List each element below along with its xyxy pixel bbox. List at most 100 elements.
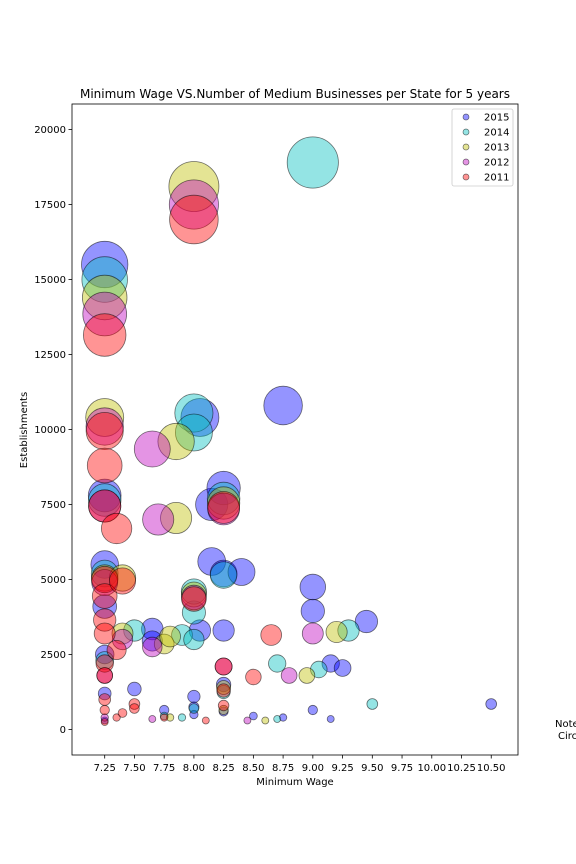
point-2014-7 <box>177 713 187 722</box>
point-2015-28 <box>300 598 325 624</box>
x-tick-label-12: 10.25 <box>447 763 476 774</box>
point-2013-1 <box>85 398 125 437</box>
point-2015-29 <box>307 704 318 716</box>
point-2011-21 <box>169 194 219 245</box>
legend-marker-2014 <box>462 128 470 136</box>
point-2014-13 <box>188 703 200 714</box>
point-2015-27 <box>299 573 327 601</box>
point-2011-14 <box>106 640 127 661</box>
point-2013-5 <box>153 633 175 655</box>
legend-marker-2015 <box>462 113 470 121</box>
y-tick-label-4: 10000 <box>34 425 66 436</box>
y-axis-ticks: 0 2500 5000 7500 10000 12500 15000 17500 20000 <box>34 125 72 736</box>
point-2011-19 <box>129 703 140 714</box>
point-2011-27 <box>217 699 230 712</box>
point-2015-32 <box>333 659 352 677</box>
x-tick-label-8: 9.25 <box>331 763 353 774</box>
point-2015-11 <box>187 689 201 704</box>
point-2011-13 <box>101 512 133 545</box>
point-2011-25 <box>214 657 233 676</box>
point-2012-15 <box>243 716 252 725</box>
point-2015-25 <box>263 385 303 426</box>
point-2013-17 <box>159 625 181 648</box>
x-tick-label-7: 9.00 <box>302 763 324 774</box>
point-2011-16 <box>109 567 137 595</box>
x-axis-ticks: 7.25 7.50 7.75 8.00 8.25 8.50 8.75 9.00 9.25 9.50… <box>94 755 506 774</box>
point-2013-3 <box>108 564 137 592</box>
x-tick-label-0: 7.25 <box>94 763 116 774</box>
point-2015-23 <box>227 558 256 586</box>
y-tick-label-3: 7500 <box>41 500 66 511</box>
legend: 2015 2014 2013 2012 2011 <box>451 108 514 187</box>
point-2012-7 <box>133 430 171 468</box>
point-2013-16 <box>325 621 348 644</box>
point-2013-14 <box>261 716 270 725</box>
point-2011-29 <box>260 624 283 646</box>
point-2015-3 <box>92 594 117 619</box>
y-tick-label-8: 20000 <box>34 125 66 136</box>
y-tick-label-6: 15000 <box>34 275 66 286</box>
y-tick-label-7: 17500 <box>34 200 66 211</box>
point-2013-13 <box>218 704 229 716</box>
point-2011-28 <box>245 668 262 686</box>
point-2015-15 <box>180 398 220 437</box>
point-2015-33 <box>354 609 378 634</box>
plot-frame <box>71 103 519 756</box>
point-2015-24 <box>249 711 258 721</box>
point-2012-5 <box>100 713 109 722</box>
point-2015-30 <box>321 654 340 673</box>
point-2012-8 <box>142 636 163 658</box>
point-2011-23 <box>201 716 210 725</box>
point-2011-7 <box>93 622 116 645</box>
x-tick-label-9: 9.50 <box>361 763 383 774</box>
point-2011-8 <box>95 654 114 673</box>
legend-label-2013: 2013 <box>484 143 509 154</box>
point-2015-26 <box>278 713 288 722</box>
point-2012-9 <box>148 715 157 723</box>
point-2015-18 <box>206 470 241 506</box>
point-2013-4 <box>111 622 134 645</box>
legend-marker-2011 <box>462 173 470 181</box>
point-2014-9 <box>174 413 213 452</box>
series-2014 <box>81 136 379 723</box>
point-2014-17 <box>273 715 282 723</box>
point-2014-21 <box>337 619 360 642</box>
point-2011-10 <box>98 693 111 706</box>
point-2011-4 <box>91 565 119 594</box>
point-2012-16 <box>280 667 298 684</box>
point-2011-15 <box>112 713 121 722</box>
legend-box <box>451 108 514 187</box>
point-2015-34 <box>485 698 498 710</box>
point-2013-8 <box>160 501 193 534</box>
point-2011-5 <box>91 583 118 609</box>
y-axis-label: Establishments <box>19 392 30 468</box>
plot-area <box>81 136 498 726</box>
x-tick-label-3: 8.00 <box>183 763 205 774</box>
point-2011-6 <box>93 608 117 632</box>
point-2011-0 <box>82 313 127 357</box>
point-2015-20 <box>212 619 235 642</box>
point-2015-7 <box>127 681 142 697</box>
note-text-line-1: Note <box>555 719 576 730</box>
y-tick-label-5: 12500 <box>34 350 66 361</box>
point-2011-1 <box>85 411 124 450</box>
point-2014-18 <box>268 654 287 673</box>
y-tick-label-0: 0 <box>60 725 66 736</box>
point-2011-9 <box>96 667 113 684</box>
point-2011-20 <box>160 713 169 722</box>
x-tick-label-5: 8.50 <box>242 763 264 774</box>
legend-marker-2012 <box>462 158 470 166</box>
note-text-line-2: Circ <box>558 731 576 742</box>
x-axis-label: Minimum Wage <box>256 777 333 788</box>
point-2014-12 <box>180 578 207 605</box>
point-2014-19 <box>286 136 339 189</box>
point-2012-1 <box>85 407 124 446</box>
point-2011-22 <box>181 586 207 612</box>
y-tick-label-1: 2500 <box>41 650 66 661</box>
x-tick-label-6: 8.75 <box>272 763 294 774</box>
point-2014-8 <box>174 393 214 433</box>
point-2011-11 <box>99 704 110 716</box>
chart-title: Minimum Wage VS.Number of Medium Busines… <box>80 87 510 101</box>
point-2015-31 <box>326 715 335 723</box>
